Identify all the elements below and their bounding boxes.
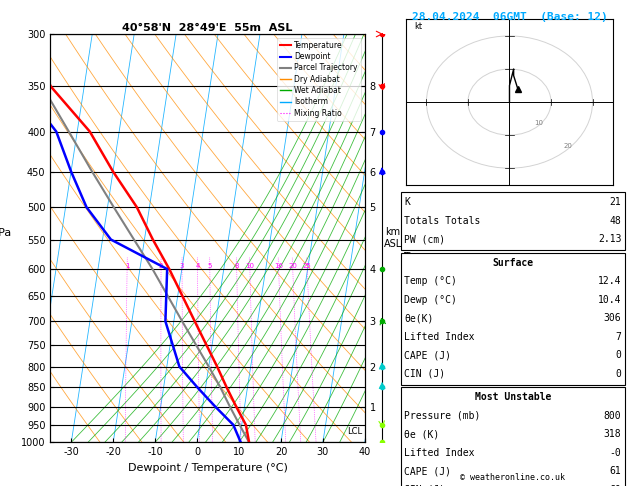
Text: CAPE (J): CAPE (J)	[404, 467, 452, 476]
Title: 40°58'N  28°49'E  55m  ASL: 40°58'N 28°49'E 55m ASL	[123, 23, 292, 33]
Text: Lifted Index: Lifted Index	[404, 332, 475, 342]
Text: 60: 60	[610, 485, 621, 486]
Text: 12.4: 12.4	[598, 277, 621, 286]
Text: Dewp (°C): Dewp (°C)	[404, 295, 457, 305]
Legend: Temperature, Dewpoint, Parcel Trajectory, Dry Adiabat, Wet Adiabat, Isotherm, Mi: Temperature, Dewpoint, Parcel Trajectory…	[277, 38, 361, 121]
Text: Pressure (mb): Pressure (mb)	[404, 411, 481, 421]
Text: CIN (J): CIN (J)	[404, 369, 445, 379]
Text: Totals Totals: Totals Totals	[404, 216, 481, 226]
Text: 61: 61	[610, 467, 621, 476]
Text: 10: 10	[245, 263, 254, 269]
Text: 10: 10	[534, 120, 543, 126]
Text: PW (cm): PW (cm)	[404, 234, 445, 244]
Text: K: K	[404, 197, 410, 207]
Text: 20: 20	[563, 143, 572, 149]
Text: CAPE (J): CAPE (J)	[404, 350, 452, 360]
Text: 7: 7	[616, 332, 621, 342]
Text: 0: 0	[616, 369, 621, 379]
Text: 0: 0	[616, 350, 621, 360]
Text: 8: 8	[235, 263, 239, 269]
Text: Most Unstable: Most Unstable	[475, 393, 551, 402]
Text: Mixing Ratio (g/kg): Mixing Ratio (g/kg)	[403, 198, 411, 278]
Text: -0: -0	[610, 448, 621, 458]
Text: 25: 25	[303, 263, 311, 269]
Text: 20: 20	[288, 263, 297, 269]
Text: 306: 306	[604, 313, 621, 323]
Text: 16: 16	[274, 263, 283, 269]
Text: 21: 21	[610, 197, 621, 207]
Text: θe(K): θe(K)	[404, 313, 434, 323]
Text: © weatheronline.co.uk: © weatheronline.co.uk	[460, 473, 565, 482]
Text: 2: 2	[159, 263, 164, 269]
Text: 2.13: 2.13	[598, 234, 621, 244]
Y-axis label: km
ASL: km ASL	[384, 227, 402, 249]
Text: CIN (J): CIN (J)	[404, 485, 445, 486]
Text: 1: 1	[125, 263, 130, 269]
Text: 318: 318	[604, 430, 621, 439]
Text: 4: 4	[196, 263, 199, 269]
Text: Temp (°C): Temp (°C)	[404, 277, 457, 286]
Text: θe (K): θe (K)	[404, 430, 440, 439]
Text: 800: 800	[604, 411, 621, 421]
Text: 10.4: 10.4	[598, 295, 621, 305]
Text: LCL: LCL	[348, 427, 363, 436]
Text: 48: 48	[610, 216, 621, 226]
X-axis label: Dewpoint / Temperature (°C): Dewpoint / Temperature (°C)	[128, 463, 287, 473]
Text: 3: 3	[180, 263, 184, 269]
Text: kt: kt	[414, 22, 422, 32]
Text: 28.04.2024  06GMT  (Base: 12): 28.04.2024 06GMT (Base: 12)	[411, 12, 608, 22]
Text: Surface: Surface	[493, 258, 533, 268]
Text: 5: 5	[208, 263, 212, 269]
Text: Lifted Index: Lifted Index	[404, 448, 475, 458]
Y-axis label: hPa: hPa	[0, 228, 12, 238]
